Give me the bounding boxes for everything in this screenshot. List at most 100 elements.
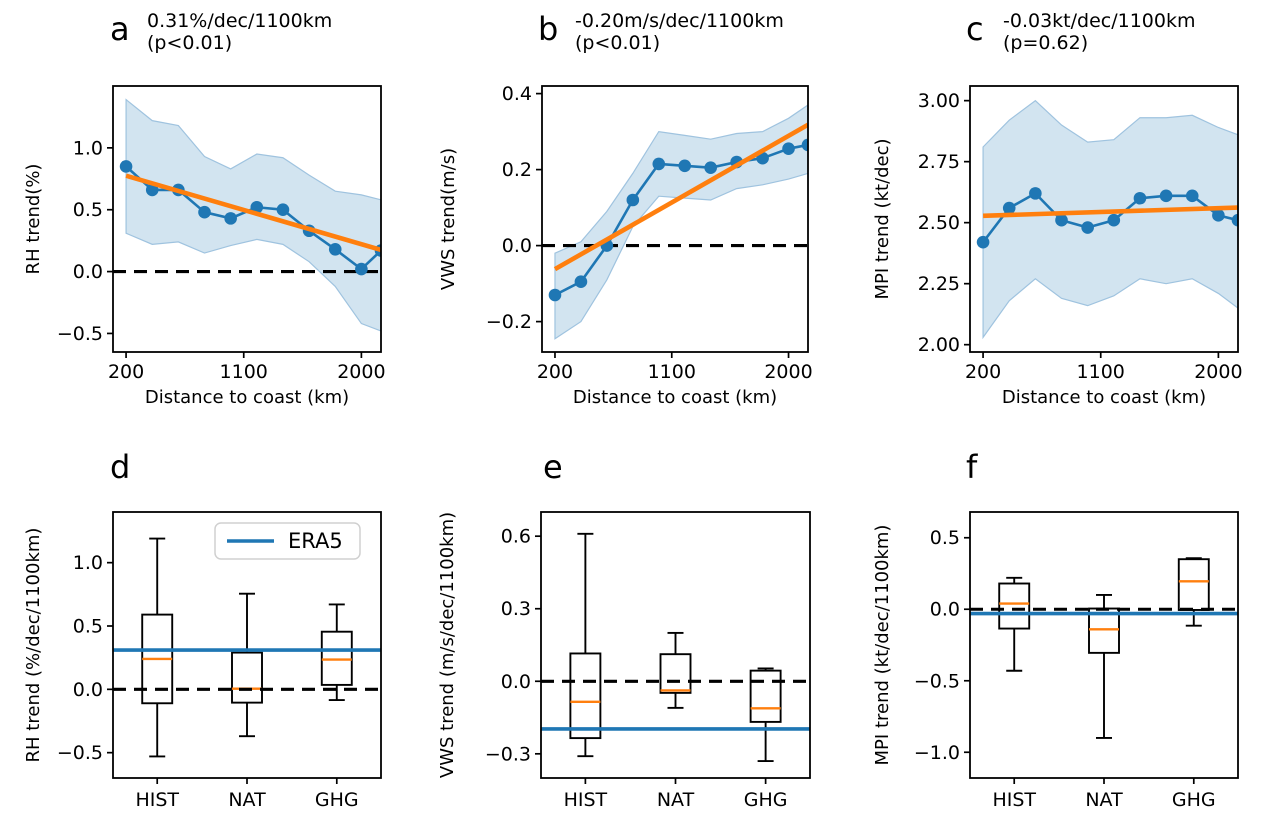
data-point	[652, 157, 666, 171]
data-point	[1133, 191, 1147, 205]
panel-a-plot: 200 1100 2000 1.0 0.5 0.0 −0.5 Distance to coas…	[23, 85, 386, 408]
boxplot-GHG	[1177, 557, 1210, 627]
panel-b-letter: b	[538, 10, 559, 48]
axes-spines	[969, 85, 1239, 353]
category-label: GHG	[315, 789, 359, 811]
data-line	[554, 143, 808, 297]
y-tick-label: 3.00	[918, 90, 960, 112]
panel-c-title: -0.03kt/dec/1100km (p=0.62)	[1003, 10, 1195, 54]
plot-area	[113, 537, 381, 758]
y-tick-label: 0.6	[501, 526, 531, 548]
data-point	[1081, 221, 1094, 234]
data-point	[374, 244, 381, 257]
trend-line	[982, 205, 1238, 219]
axes-spines	[112, 511, 382, 779]
data-point	[119, 160, 133, 173]
data-point	[1185, 189, 1199, 203]
data-point	[1029, 187, 1042, 200]
confidence-band	[554, 104, 808, 340]
x-tick-label: 200	[108, 361, 144, 383]
panel-c-plot: 200 1100 2000 3.00 2.75 2.50 2.25 2.00 Distance …	[872, 85, 1243, 408]
category-label: GHG	[1172, 789, 1216, 811]
category-label: HIST	[564, 789, 608, 811]
x-tick-label: 1100	[1077, 361, 1125, 383]
panel-b-title-line1: -0.20m/s/dec/1100km	[575, 10, 784, 32]
legend-era5-label: ERA5	[288, 529, 343, 553]
panel-b-plot: 200 1100 2000 0.4 0.2 0.0 −0.2 Distance to coas…	[438, 83, 813, 408]
boxplot-HIST	[998, 576, 1031, 672]
data-point	[704, 161, 717, 174]
data-point	[224, 212, 237, 225]
box	[231, 651, 263, 704]
y-tick-label: −0.5	[57, 323, 103, 345]
data-point	[1231, 213, 1238, 227]
trend-line	[125, 173, 381, 253]
x-tick-label: 2000	[337, 361, 385, 383]
panel-d-plot: HIST NAT GHG 1.0 0.5 0.0 −0.5 RH trend (%/dec/1…	[23, 511, 382, 811]
axes-spines	[969, 511, 1239, 779]
data-point	[976, 235, 990, 249]
panel-e-letter: e	[543, 448, 563, 486]
x-tick-label: 1100	[220, 361, 268, 383]
box	[1088, 607, 1120, 654]
data-point	[1159, 189, 1173, 203]
data-point	[574, 275, 588, 288]
data-point	[626, 193, 640, 207]
panel-a-letter: a	[110, 10, 130, 48]
boxplot-GHG	[749, 667, 782, 763]
y-tick-label: 2.75	[918, 151, 960, 173]
x-tick-label: 200	[965, 361, 1001, 383]
y-tick-label: 0.0	[501, 671, 531, 693]
x-axis-label: Distance to coast (km)	[1002, 387, 1206, 408]
panel-b-title-line2: (p<0.01)	[575, 32, 661, 54]
data-point	[328, 243, 342, 256]
box	[569, 652, 602, 740]
plot-area	[541, 532, 810, 763]
y-tick-label: 0.0	[73, 261, 103, 283]
data-point	[678, 159, 692, 173]
boxplot-NAT	[659, 631, 692, 709]
y-tick-label: −1.0	[914, 742, 960, 764]
category-label: HIST	[135, 789, 179, 811]
data-line	[125, 165, 381, 271]
boxplot-NAT	[231, 592, 263, 738]
data-point	[782, 142, 795, 155]
axes-spines	[112, 85, 382, 353]
y-tick-label: 1.0	[73, 552, 103, 574]
y-axis-label: MPI trend (kt/dec)	[872, 138, 893, 299]
y-tick-label: −0.5	[57, 742, 103, 764]
category-label: HIST	[992, 789, 1036, 811]
data-point	[198, 205, 211, 219]
legend: ERA5	[214, 522, 361, 560]
plot-area	[542, 104, 808, 340]
y-tick-label: −0.2	[486, 311, 532, 333]
y-tick-label: −0.5	[914, 670, 960, 692]
box	[998, 582, 1031, 630]
boxplot-HIST	[569, 532, 602, 758]
y-tick-label: 0.3	[501, 598, 531, 620]
panel-c-title-line2: (p=0.62)	[1003, 32, 1089, 54]
panel-a-title: 0.31%/dec/1100km (p<0.01)	[147, 10, 332, 54]
y-tick-label: 0.0	[73, 679, 103, 701]
y-tick-label: 2.00	[918, 334, 960, 356]
y-axis-label: RH trend(%)	[23, 164, 44, 275]
y-tick-label: 0.5	[930, 527, 960, 549]
y-axis-label: MPI trend (kt/dec/1100km)	[872, 525, 893, 766]
y-tick-label: 0.2	[502, 159, 532, 181]
legend-box	[214, 522, 361, 560]
panel-e-plot: HIST NAT GHG 0.6 0.3 0.0 −0.3 VWS trend (m/s/de…	[437, 511, 811, 811]
category-label: NAT	[657, 789, 695, 811]
box	[749, 669, 782, 723]
y-axis-label: RH trend (%/dec/1100km)	[23, 528, 44, 763]
x-axis-label: Distance to coast (km)	[573, 387, 777, 408]
panel-b-title: -0.20m/s/dec/1100km (p<0.01)	[575, 10, 784, 54]
x-tick-label: 200	[537, 361, 573, 383]
category-label: GHG	[744, 789, 788, 811]
data-point	[1002, 201, 1016, 215]
x-tick-label: 1100	[648, 361, 696, 383]
data-point	[276, 203, 290, 217]
box	[659, 653, 692, 694]
y-tick-label: 0.0	[502, 235, 532, 257]
plot-area	[113, 98, 381, 332]
